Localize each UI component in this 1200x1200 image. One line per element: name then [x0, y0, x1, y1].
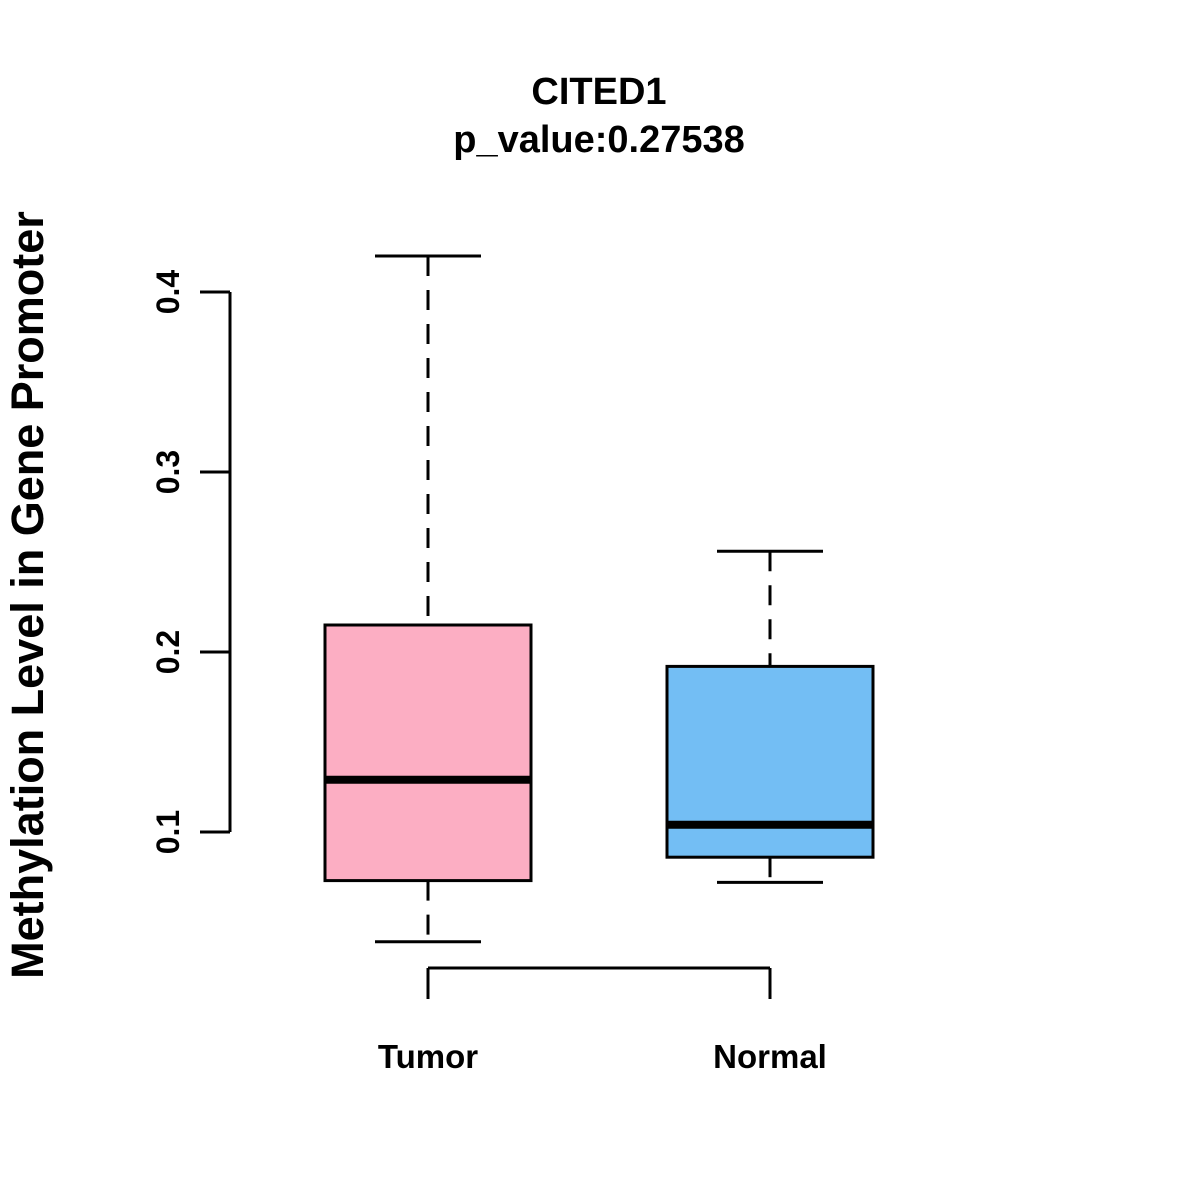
box-tumor	[323, 623, 533, 883]
chart-title: CITED1	[531, 71, 667, 113]
y-tick-label: 0.4	[150, 270, 186, 315]
y-tick-label: 0.2	[150, 630, 186, 674]
chart-subtitle-pvalue: p_value:0.27538	[453, 119, 745, 161]
x-category-label-normal: Normal	[713, 1038, 827, 1075]
y-tick-label: 0.1	[150, 810, 186, 854]
y-tick-label: 0.3	[150, 450, 186, 494]
x-category-label-tumor: Tumor	[378, 1038, 478, 1075]
